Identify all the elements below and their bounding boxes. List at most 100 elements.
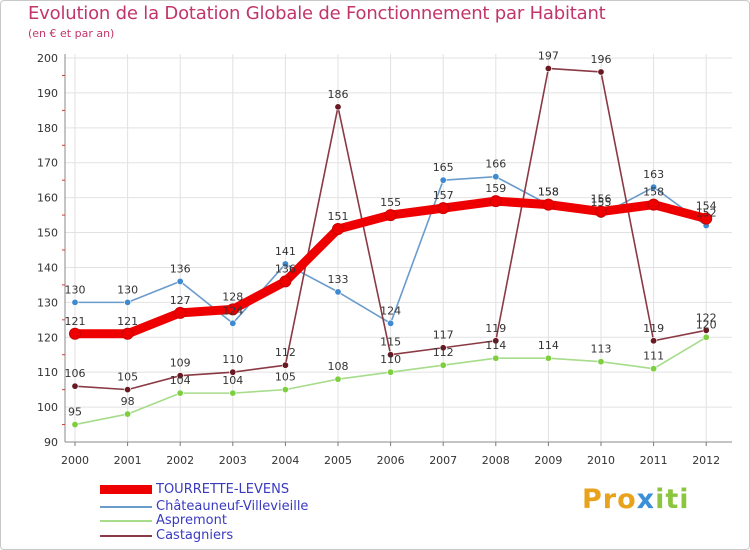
data-label-castagniers: 197 bbox=[538, 49, 559, 62]
plot-area bbox=[65, 54, 732, 442]
data-label-castagniers: 119 bbox=[643, 322, 664, 335]
point-aspremont bbox=[334, 375, 342, 383]
data-label-aspremont: 104 bbox=[222, 374, 243, 387]
point-castagniers bbox=[544, 64, 552, 72]
data-label-castagniers: 117 bbox=[433, 329, 454, 342]
point-castagniers bbox=[439, 344, 447, 352]
point-tourrette-levens bbox=[279, 275, 292, 288]
legend-swatch-chateauneuf bbox=[100, 506, 152, 508]
data-label-chateauneuf: 124 bbox=[380, 304, 401, 317]
y-tick-label: 160 bbox=[37, 192, 58, 205]
point-chateauneuf bbox=[439, 176, 447, 184]
data-label-castagniers: 196 bbox=[591, 53, 612, 66]
point-aspremont bbox=[124, 410, 132, 418]
y-tick-label: 150 bbox=[37, 227, 58, 240]
data-label-tourrette-levens: 158 bbox=[643, 186, 664, 199]
data-label-aspremont: 113 bbox=[591, 343, 612, 356]
proxiti-logo: Proxiti bbox=[582, 484, 690, 515]
x-tick-label: 2011 bbox=[640, 454, 668, 467]
y-tick-label: 120 bbox=[37, 331, 58, 344]
data-label-chateauneuf: 130 bbox=[65, 283, 86, 296]
point-tourrette-levens bbox=[384, 209, 397, 222]
point-castagniers bbox=[71, 382, 79, 390]
point-castagniers bbox=[597, 68, 605, 76]
data-label-chateauneuf: 152 bbox=[696, 207, 717, 220]
data-label-chateauneuf: 163 bbox=[643, 168, 664, 181]
x-tick-label: 2010 bbox=[587, 454, 615, 467]
point-aspremont bbox=[650, 365, 658, 373]
x-tick-label: 2005 bbox=[324, 454, 352, 467]
point-tourrette-levens bbox=[69, 327, 81, 340]
point-tourrette-levens bbox=[121, 327, 134, 340]
point-castagniers bbox=[650, 337, 658, 345]
data-label-chateauneuf: 124 bbox=[222, 304, 243, 317]
legend-label-castagniers: Castagniers bbox=[156, 528, 234, 543]
data-label-castagniers: 105 bbox=[117, 371, 138, 384]
data-label-castagniers: 115 bbox=[380, 336, 401, 349]
y-tick-label: 130 bbox=[37, 296, 58, 309]
data-label-aspremont: 104 bbox=[170, 374, 191, 387]
data-label-tourrette-levens: 155 bbox=[380, 196, 401, 209]
point-aspremont bbox=[492, 354, 500, 362]
chart-subtitle: (en € et par an) bbox=[28, 27, 115, 40]
data-label-aspremont: 111 bbox=[643, 350, 664, 363]
point-tourrette-levens bbox=[700, 212, 713, 225]
x-tick-label: 2012 bbox=[692, 454, 720, 467]
point-chateauneuf bbox=[71, 298, 79, 306]
point-tourrette-levens bbox=[332, 223, 344, 236]
data-label-tourrette-levens: 121 bbox=[117, 315, 138, 328]
data-label-tourrette-levens: 136 bbox=[275, 262, 296, 275]
data-label-castagniers: 112 bbox=[275, 346, 296, 359]
point-chateauneuf bbox=[387, 319, 395, 327]
y-tick-label: 100 bbox=[37, 401, 58, 414]
data-label-tourrette-levens: 127 bbox=[170, 294, 191, 307]
point-aspremont bbox=[176, 389, 184, 397]
chart-title: Evolution de la Dotation Globale de Fonc… bbox=[28, 3, 606, 24]
point-castagniers bbox=[334, 103, 342, 111]
data-label-tourrette-levens: 156 bbox=[591, 193, 612, 206]
x-tick-label: 2009 bbox=[534, 454, 562, 467]
data-label-chateauneuf: 158 bbox=[538, 186, 559, 199]
point-aspremont bbox=[387, 368, 395, 376]
data-label-chateauneuf: 130 bbox=[117, 283, 138, 296]
point-tourrette-levens bbox=[437, 202, 450, 215]
point-chateauneuf bbox=[650, 183, 658, 191]
data-label-aspremont: 112 bbox=[433, 346, 454, 359]
data-label-aspremont: 114 bbox=[538, 339, 559, 352]
y-tick-label: 140 bbox=[37, 261, 58, 274]
data-label-chateauneuf: 141 bbox=[275, 245, 296, 258]
data-label-aspremont: 120 bbox=[696, 318, 717, 331]
point-aspremont bbox=[229, 389, 237, 397]
data-label-aspremont: 105 bbox=[275, 371, 296, 384]
point-aspremont bbox=[439, 361, 447, 369]
data-label-chateauneuf: 165 bbox=[433, 161, 454, 174]
data-label-chateauneuf: 133 bbox=[328, 273, 349, 286]
point-castagniers bbox=[702, 326, 710, 334]
point-chateauneuf bbox=[492, 173, 500, 181]
data-label-chateauneuf: 166 bbox=[485, 158, 506, 171]
y-tick-label: 110 bbox=[37, 366, 58, 379]
data-label-castagniers: 122 bbox=[696, 311, 717, 324]
point-aspremont bbox=[71, 421, 79, 429]
legend-label-tourrette: TOURRETTE-LEVENS bbox=[156, 482, 290, 497]
data-label-tourrette-levens: 151 bbox=[328, 210, 349, 223]
data-label-tourrette-levens: 121 bbox=[65, 315, 86, 328]
data-label-castagniers: 119 bbox=[485, 322, 506, 335]
point-castagniers bbox=[492, 337, 500, 345]
data-label-aspremont: 95 bbox=[68, 406, 82, 419]
x-tick-label: 2008 bbox=[482, 454, 510, 467]
y-tick-label: 190 bbox=[37, 87, 58, 100]
point-aspremont bbox=[281, 386, 289, 394]
y-tick-label: 180 bbox=[37, 122, 58, 135]
point-tourrette-levens bbox=[489, 195, 502, 208]
point-tourrette-levens bbox=[595, 205, 607, 218]
data-label-chateauneuf: 155 bbox=[591, 196, 612, 209]
data-label-aspremont: 98 bbox=[121, 395, 135, 408]
x-tick-label: 2000 bbox=[61, 454, 89, 467]
point-aspremont bbox=[597, 358, 605, 366]
data-label-tourrette-levens: 158 bbox=[538, 186, 559, 199]
data-label-castagniers: 186 bbox=[328, 88, 349, 101]
legend-swatch-castagniers bbox=[100, 535, 152, 537]
x-tick-label: 2007 bbox=[429, 454, 457, 467]
